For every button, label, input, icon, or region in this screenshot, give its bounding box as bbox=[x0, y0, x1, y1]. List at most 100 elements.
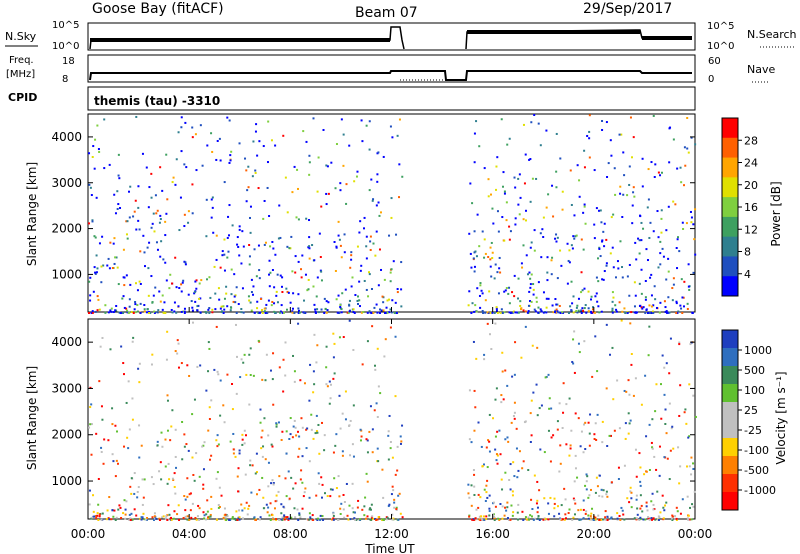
echo-cell bbox=[168, 513, 171, 516]
echo-cell bbox=[391, 136, 394, 139]
echo-cell bbox=[599, 255, 602, 258]
echo-cell bbox=[241, 287, 244, 290]
colorbar-tick-label: 24 bbox=[744, 157, 758, 170]
echo-cell bbox=[613, 167, 616, 170]
echo-cell bbox=[652, 311, 655, 314]
echo-cell bbox=[251, 175, 254, 178]
echo-cell bbox=[529, 514, 532, 517]
echo-cell bbox=[482, 311, 485, 314]
echo-cell bbox=[109, 309, 112, 312]
echo-cell bbox=[187, 221, 190, 224]
echo-cell bbox=[514, 186, 517, 189]
echo-cell bbox=[325, 345, 328, 348]
echo-cell bbox=[97, 503, 100, 506]
echo-cell bbox=[667, 296, 670, 299]
echo-cell bbox=[201, 164, 204, 167]
nave-tick-top: 60 bbox=[708, 56, 721, 67]
echo-cell bbox=[264, 379, 267, 382]
echo-cell bbox=[591, 375, 594, 378]
echo-cell bbox=[217, 503, 220, 506]
echo-cell bbox=[313, 259, 316, 262]
echo-cell bbox=[394, 301, 397, 304]
echo-cell bbox=[117, 174, 120, 177]
echo-cell bbox=[156, 311, 159, 314]
echo-cell bbox=[159, 214, 162, 217]
echo-cell bbox=[664, 310, 667, 313]
echo-cell bbox=[535, 300, 538, 303]
echo-cell bbox=[242, 311, 245, 314]
echo-cell bbox=[282, 311, 285, 314]
echo-cell bbox=[494, 448, 497, 451]
echo-cell bbox=[233, 295, 236, 298]
echo-cell bbox=[654, 298, 657, 301]
echo-cell bbox=[596, 300, 599, 303]
echo-cell bbox=[656, 210, 659, 213]
echo-cell bbox=[211, 150, 214, 153]
echo-cell bbox=[376, 311, 379, 314]
echo-cell bbox=[690, 456, 693, 459]
echo-cell bbox=[238, 516, 241, 519]
echo-cell bbox=[553, 311, 556, 314]
echo-cell bbox=[370, 312, 373, 314]
echo-cell bbox=[143, 310, 146, 313]
echo-cell bbox=[665, 229, 668, 232]
echo-cell bbox=[573, 214, 576, 217]
echo-cell bbox=[316, 344, 319, 347]
echo-cell bbox=[645, 248, 648, 251]
echo-cell bbox=[175, 466, 178, 469]
echo-cell bbox=[672, 447, 675, 450]
echo-cell bbox=[93, 167, 96, 170]
echo-cell bbox=[370, 178, 373, 181]
echo-cell bbox=[692, 505, 695, 508]
echo-cell bbox=[321, 421, 324, 424]
echo-cell bbox=[320, 270, 323, 273]
echo-cell bbox=[633, 195, 636, 198]
echo-cell bbox=[382, 309, 385, 312]
echo-cell bbox=[365, 257, 368, 260]
echo-cell bbox=[672, 283, 675, 286]
echo-cell bbox=[126, 220, 129, 223]
echo-cell bbox=[467, 483, 470, 486]
echo-cell bbox=[255, 452, 258, 455]
echo-cell bbox=[644, 296, 647, 299]
echo-cell bbox=[601, 240, 604, 243]
echo-cell bbox=[582, 508, 585, 511]
echo-cell bbox=[339, 244, 342, 247]
echo-cell bbox=[352, 511, 355, 514]
echo-cell bbox=[108, 163, 111, 166]
echo-cell bbox=[224, 515, 227, 518]
echo-cell bbox=[598, 474, 601, 477]
echo-cell bbox=[568, 508, 571, 511]
echo-cell bbox=[92, 494, 95, 497]
echo-cell bbox=[150, 226, 153, 229]
echo-cell bbox=[335, 298, 338, 301]
echo-cell bbox=[547, 512, 550, 515]
echo-cell bbox=[473, 473, 476, 476]
echo-cell bbox=[373, 364, 376, 367]
echo-cell bbox=[305, 217, 308, 220]
echo-cell bbox=[167, 504, 170, 507]
echo-cell bbox=[626, 194, 629, 197]
echo-cell bbox=[687, 514, 690, 517]
echo-cell bbox=[679, 465, 682, 468]
y-tick-label: 3000 bbox=[51, 381, 82, 395]
echo-cell bbox=[655, 306, 658, 309]
echo-cell bbox=[650, 441, 653, 444]
echo-cell bbox=[171, 477, 174, 480]
echo-cell bbox=[89, 186, 92, 189]
echo-cell bbox=[184, 509, 187, 512]
echo-cell bbox=[400, 305, 403, 308]
echo-cell bbox=[488, 413, 491, 416]
echo-cell bbox=[234, 518, 237, 521]
echo-cell bbox=[323, 492, 326, 495]
echo-cell bbox=[486, 496, 489, 499]
echo-cell bbox=[298, 512, 301, 515]
echo-cell bbox=[164, 311, 167, 314]
echo-cell bbox=[333, 477, 336, 480]
echo-cell bbox=[187, 293, 190, 296]
echo-cell bbox=[588, 432, 591, 435]
echo-cell bbox=[548, 407, 551, 410]
echo-cell bbox=[166, 330, 169, 333]
echo-cell bbox=[601, 495, 604, 498]
echo-cell bbox=[521, 467, 524, 470]
